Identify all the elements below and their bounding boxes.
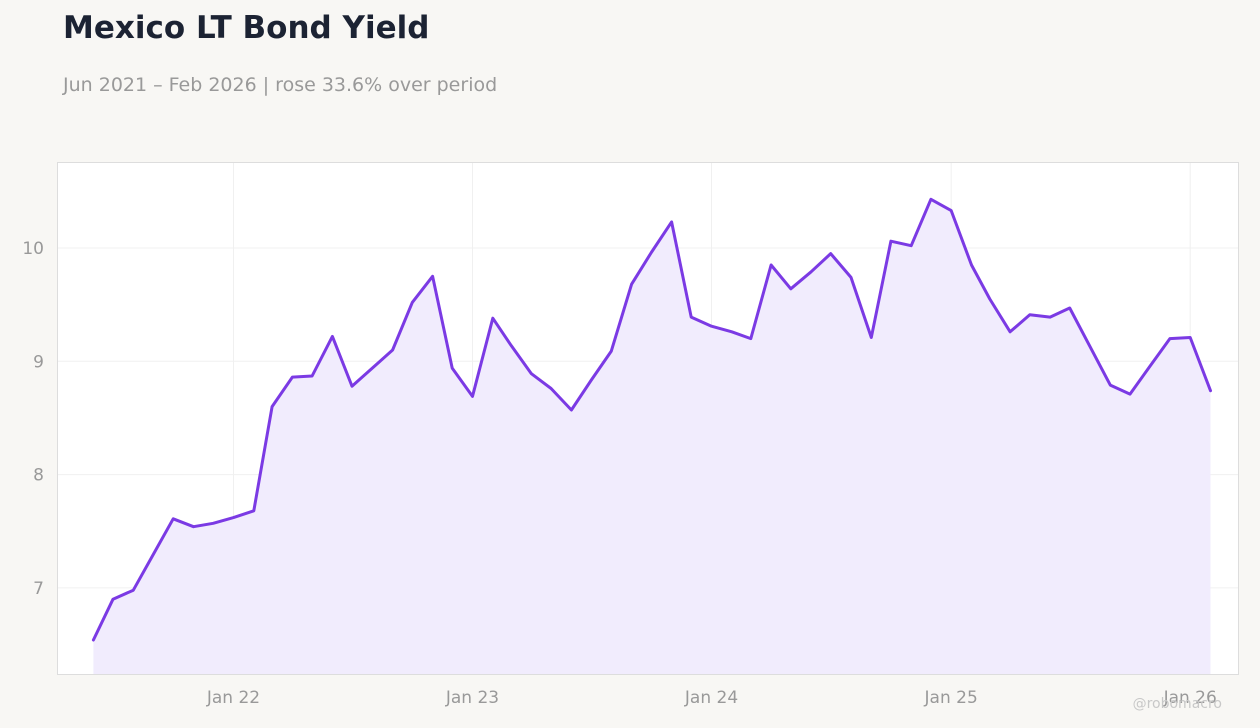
y-axis-ticks: 7 8 9 10 (22, 239, 44, 599)
series-line (91, 197, 1212, 642)
x-tick-label: Jan 25 (924, 688, 978, 708)
x-tick-label: Jan 22 (206, 688, 260, 708)
watermark: @robomacro (1132, 696, 1222, 712)
series-line-layer (91, 197, 1212, 642)
x-axis-ticks: Jan 22 Jan 23 Jan 24 Jan 25 Jan 26 (206, 688, 1217, 708)
chart-title: Mexico LT Bond Yield (63, 10, 430, 46)
chart-subtitle: Jun 2021 – Feb 2026 | rose 33.6% over pe… (63, 74, 498, 96)
y-tick-label: 8 (33, 466, 44, 486)
y-tick-label: 9 (33, 352, 44, 372)
y-tick-label: 7 (33, 579, 44, 599)
y-tick-label: 10 (22, 239, 44, 259)
x-tick-label: Jan 23 (445, 688, 499, 708)
x-tick-label: Jan 24 (684, 688, 738, 708)
area-fill-layer (93, 199, 1211, 675)
area-fill (93, 199, 1211, 675)
x-tick-label: Jan 26 (1163, 688, 1217, 708)
